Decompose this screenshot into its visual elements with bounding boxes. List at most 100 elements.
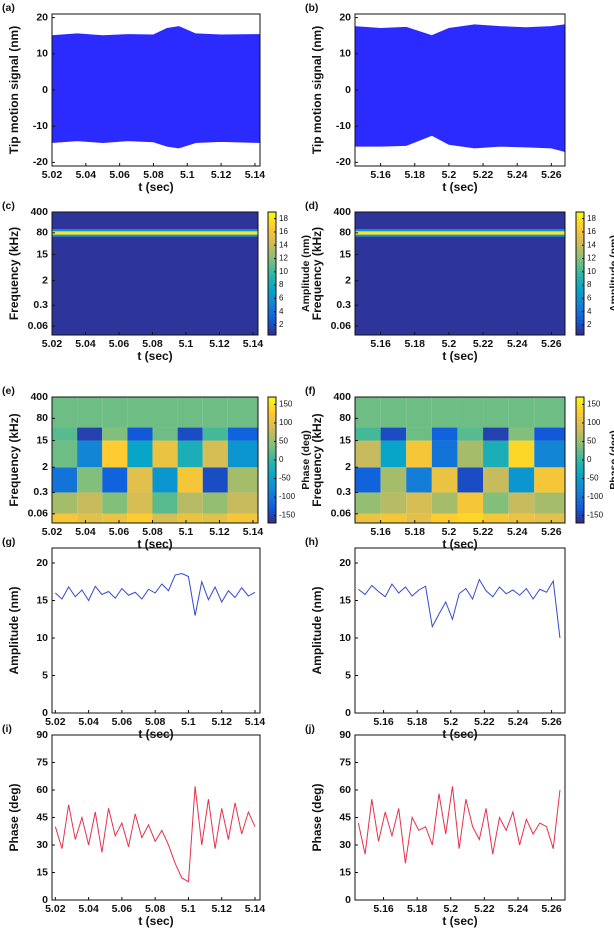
x-tick-label: 5.08 — [142, 526, 163, 538]
colorbar-tick-label: 18 — [587, 214, 596, 223]
colorbar-tick-label: -100 — [587, 492, 604, 501]
colorbar-step — [268, 441, 276, 445]
colorbar-step — [268, 288, 276, 293]
heat-cell — [534, 397, 565, 428]
heat-cell — [457, 397, 484, 428]
heat-cell — [77, 397, 103, 428]
heat-cell — [355, 427, 381, 441]
y-tick-label: 5 — [345, 669, 351, 681]
colorbar-tick-label: -50 — [587, 474, 599, 483]
colorbar-step — [268, 215, 276, 219]
colorbar-step — [268, 224, 276, 228]
colorbar-tick-label: 10 — [279, 267, 288, 276]
heat-cell — [508, 427, 535, 441]
x-tick-label: 5.02 — [45, 903, 66, 915]
colorbar-step — [268, 516, 276, 521]
colorbar-step — [268, 331, 276, 336]
panel-label: (e) — [2, 385, 15, 397]
heat-cell — [52, 467, 78, 493]
axes-frame — [354, 211, 566, 336]
panel-label: (f) — [305, 385, 316, 397]
colorbar-step — [268, 519, 276, 524]
x-tick-label: 5.24 — [507, 338, 528, 350]
x-tick-label: 5.26 — [541, 169, 562, 181]
y-tick-label: 0.06 — [28, 320, 49, 332]
x-tick-label: 5.26 — [541, 526, 562, 538]
colorbar-step — [576, 255, 584, 259]
y-tick-label: 400 — [30, 391, 48, 403]
colorbar-step — [576, 485, 584, 489]
y-tick-label: 90 — [339, 729, 351, 741]
x-tick-label: 5.1 — [181, 716, 196, 728]
colorbar-step — [576, 236, 584, 241]
colorbar-step — [576, 322, 584, 327]
colorbar-step — [268, 428, 276, 433]
colorbar-tick-label: 0 — [587, 455, 592, 464]
data-line — [357, 786, 561, 864]
x-tick-label: 5.16 — [370, 338, 391, 350]
heat-cell — [355, 231, 565, 235]
colorbar-step — [268, 478, 276, 483]
colorbar-step — [268, 475, 276, 480]
heat-cell — [102, 513, 128, 523]
heat-cell — [102, 440, 128, 468]
heat-cell — [127, 492, 153, 514]
colorbar-tick-label: 2 — [587, 320, 592, 329]
x-tick-label: 5.02 — [45, 716, 66, 728]
heat-cell — [355, 440, 381, 468]
heat-cell — [52, 229, 258, 232]
colorbar-step — [268, 322, 276, 327]
colorbar-step — [268, 255, 276, 259]
heat-cell — [431, 467, 458, 493]
heat-cell — [355, 513, 381, 523]
colorbar-frame — [267, 211, 277, 336]
x-tick-label: 5.2 — [442, 526, 457, 538]
heat-cell — [355, 467, 381, 493]
colorbar-step — [268, 328, 276, 333]
data-line — [54, 786, 256, 883]
colorbar-step — [268, 264, 276, 268]
heat-cell — [77, 427, 103, 441]
y-axis-label: Amplitude (nm) — [7, 587, 21, 675]
colorbar-step — [576, 282, 584, 287]
colorbar-step — [268, 221, 276, 225]
colorbar-tick-label: -150 — [279, 511, 296, 520]
x-tick-label: 5.22 — [473, 526, 494, 538]
axes-frame — [51, 211, 259, 336]
colorbar-step — [576, 494, 584, 499]
colorbar-step — [576, 319, 584, 324]
colorbar-step — [268, 453, 276, 458]
x-tick-label: 5.12 — [212, 716, 233, 728]
heat-cell — [177, 440, 203, 468]
y-tick-label: 15 — [339, 434, 351, 446]
heat-cell — [202, 467, 228, 493]
x-tick-label: 5.08 — [145, 716, 166, 728]
x-axis-label: t (sec) — [442, 537, 477, 551]
x-tick-label: 5.24 — [508, 716, 529, 728]
colorbar-step — [576, 261, 584, 265]
signal-envelope — [354, 89, 566, 153]
heat-cell — [431, 513, 458, 523]
colorbar-step — [268, 412, 276, 417]
colorbar-step — [268, 236, 276, 241]
x-tick-label: 5.1 — [180, 169, 195, 181]
colorbar-step — [576, 400, 584, 404]
colorbar-step — [576, 497, 584, 502]
x-axis-label: t (sec) — [137, 537, 172, 551]
heat-cell — [77, 492, 103, 514]
heat-cell — [127, 440, 153, 468]
colorbar-step — [576, 482, 584, 486]
panel-label: (d) — [305, 200, 318, 212]
colorbar-tick-label: 150 — [279, 400, 293, 409]
colorbar-tick-label: -50 — [279, 474, 291, 483]
panel-label: (g) — [2, 536, 15, 548]
colorbar-step — [576, 328, 584, 333]
colorbar-step — [576, 291, 584, 296]
colorbar-step — [268, 276, 276, 281]
heat-cell — [52, 234, 258, 237]
x-axis-label: t (sec) — [138, 914, 173, 928]
colorbar-step — [576, 472, 584, 477]
y-tick-label: 60 — [339, 784, 351, 796]
colorbar-step — [576, 453, 584, 458]
colorbar-step — [576, 313, 584, 318]
